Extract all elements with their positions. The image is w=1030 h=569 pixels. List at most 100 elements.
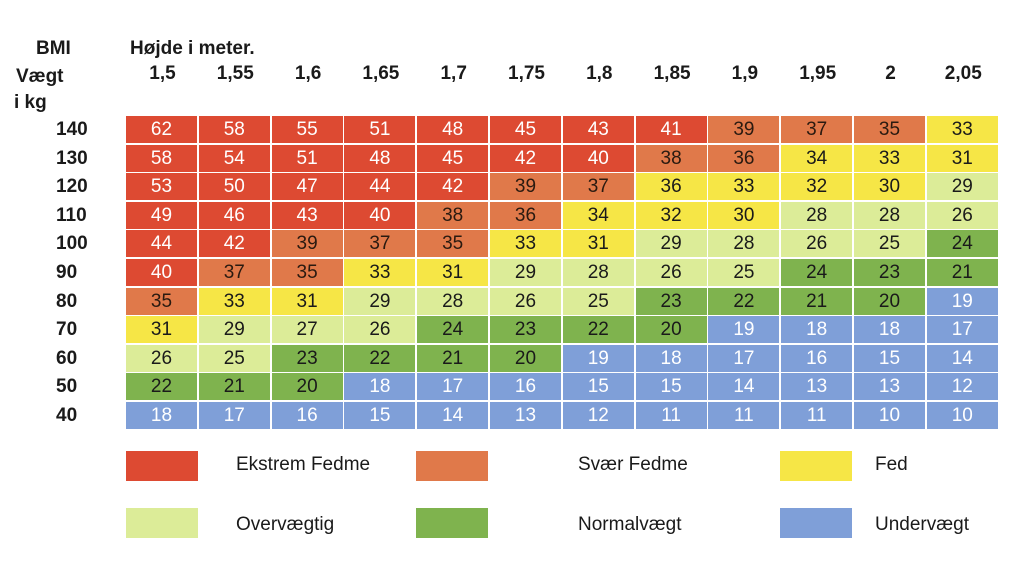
bmi-cell: 12 xyxy=(562,402,635,430)
bmi-cell: 29 xyxy=(344,287,417,316)
bmi-cell: 33 xyxy=(344,259,417,287)
bmi-cell: 16 xyxy=(781,344,854,373)
bmi-cell: 12 xyxy=(926,373,999,402)
bmi-cell: 16 xyxy=(490,373,562,402)
weight-label: 60 xyxy=(56,347,78,369)
bmi-cell: 21 xyxy=(781,287,854,316)
bmi-cell: 14 xyxy=(417,402,490,430)
bmi-cell: 11 xyxy=(635,402,708,430)
bmi-cell: 13 xyxy=(854,373,926,402)
bmi-cell: 49 xyxy=(126,201,198,230)
bmi-cell: 33 xyxy=(708,173,781,202)
bmi-cell: 17 xyxy=(198,402,271,430)
bmi-cell: 18 xyxy=(854,316,926,345)
bmi-cell: 33 xyxy=(926,116,999,144)
height-header: 1,9 xyxy=(731,63,759,84)
bmi-cell: 23 xyxy=(854,259,926,287)
bmi-cell: 40 xyxy=(562,144,635,173)
bmi-cell: 28 xyxy=(562,259,635,287)
height-header: 1,85 xyxy=(653,63,691,84)
bmi-cell: 11 xyxy=(781,402,854,430)
bmi-cell: 15 xyxy=(635,373,708,402)
legend-swatch xyxy=(416,508,488,538)
bmi-cell: 30 xyxy=(708,201,781,230)
bmi-cell: 31 xyxy=(417,259,490,287)
bmi-cell: 19 xyxy=(708,316,781,345)
bmi-cell: 31 xyxy=(126,316,198,345)
bmi-cell: 62 xyxy=(126,116,198,144)
bmi-cell: 40 xyxy=(344,201,417,230)
height-header: 2,05 xyxy=(944,63,982,84)
weight-label: 110 xyxy=(56,204,87,226)
bmi-cell: 18 xyxy=(781,316,854,345)
bmi-cell: 24 xyxy=(781,259,854,287)
bmi-cell: 40 xyxy=(126,259,198,287)
bmi-cell: 29 xyxy=(635,230,708,259)
bmi-cell: 39 xyxy=(271,230,344,259)
bmi-cell: 58 xyxy=(198,116,271,144)
bmi-cell: 43 xyxy=(562,116,635,144)
bmi-cell: 32 xyxy=(635,201,708,230)
bmi-cell: 41 xyxy=(635,116,708,144)
bmi-cell: 33 xyxy=(854,144,926,173)
bmi-cell: 45 xyxy=(417,144,490,173)
bmi-cell: 29 xyxy=(198,316,271,345)
bmi-cell: 35 xyxy=(126,287,198,316)
legend-swatch xyxy=(416,451,488,481)
bmi-cell: 44 xyxy=(344,173,417,202)
bmi-cell: 19 xyxy=(562,344,635,373)
bmi-cell: 22 xyxy=(562,316,635,345)
weight-label: 100 xyxy=(56,233,88,255)
bmi-cell: 54 xyxy=(198,144,271,173)
bmi-cell: 15 xyxy=(854,344,926,373)
bmi-cell: 44 xyxy=(126,230,198,259)
bmi-cell: 18 xyxy=(344,373,417,402)
bmi-cell: 29 xyxy=(490,259,562,287)
weight-label: 80 xyxy=(56,290,78,312)
bmi-cell: 27 xyxy=(271,316,344,345)
bmi-cell: 58 xyxy=(126,144,198,173)
bmi-cell: 33 xyxy=(198,287,271,316)
bmi-cell: 30 xyxy=(854,173,926,202)
bmi-cell: 37 xyxy=(781,116,854,144)
bmi-cell: 39 xyxy=(708,116,781,144)
bmi-cell: 35 xyxy=(271,259,344,287)
bmi-cell: 23 xyxy=(271,344,344,373)
bmi-cell: 31 xyxy=(271,287,344,316)
bmi-cell: 23 xyxy=(635,287,708,316)
bmi-cell: 32 xyxy=(781,173,854,202)
height-header: 1,6 xyxy=(294,63,322,84)
bmi-cell: 55 xyxy=(271,116,344,144)
height-header: 1,65 xyxy=(362,63,400,84)
bmi-cell: 37 xyxy=(198,259,271,287)
legend-label: Undervægt xyxy=(875,514,969,535)
bmi-cell: 42 xyxy=(490,144,562,173)
bmi-cell: 28 xyxy=(781,201,854,230)
height-header: 1,55 xyxy=(216,63,254,84)
bmi-cell: 24 xyxy=(926,230,999,259)
bmi-cell: 36 xyxy=(490,201,562,230)
bmi-cell: 25 xyxy=(562,287,635,316)
bmi-cell: 38 xyxy=(635,144,708,173)
bmi-cell: 31 xyxy=(562,230,635,259)
bmi-cell: 14 xyxy=(708,373,781,402)
bmi-cell: 26 xyxy=(635,259,708,287)
bmi-cell: 22 xyxy=(126,373,198,402)
bmi-cell: 22 xyxy=(344,344,417,373)
height-header: 1,7 xyxy=(440,63,467,84)
bmi-cell: 21 xyxy=(926,259,999,287)
bmi-cell: 17 xyxy=(708,344,781,373)
bmi-cell: 45 xyxy=(490,116,562,144)
bmi-cell: 37 xyxy=(344,230,417,259)
bmi-cell: 29 xyxy=(926,173,999,202)
bmi-cell: 42 xyxy=(198,230,271,259)
legend-label: Svær Fedme xyxy=(578,454,688,475)
bmi-cell: 25 xyxy=(854,230,926,259)
bmi-cell: 20 xyxy=(271,373,344,402)
legend-label: Overvægtig xyxy=(236,514,335,535)
bmi-cell: 33 xyxy=(490,230,562,259)
bmi-cell: 28 xyxy=(854,201,926,230)
bmi-cell: 26 xyxy=(126,344,198,373)
weight-label: 70 xyxy=(56,319,78,341)
bmi-cell: 17 xyxy=(926,316,999,345)
